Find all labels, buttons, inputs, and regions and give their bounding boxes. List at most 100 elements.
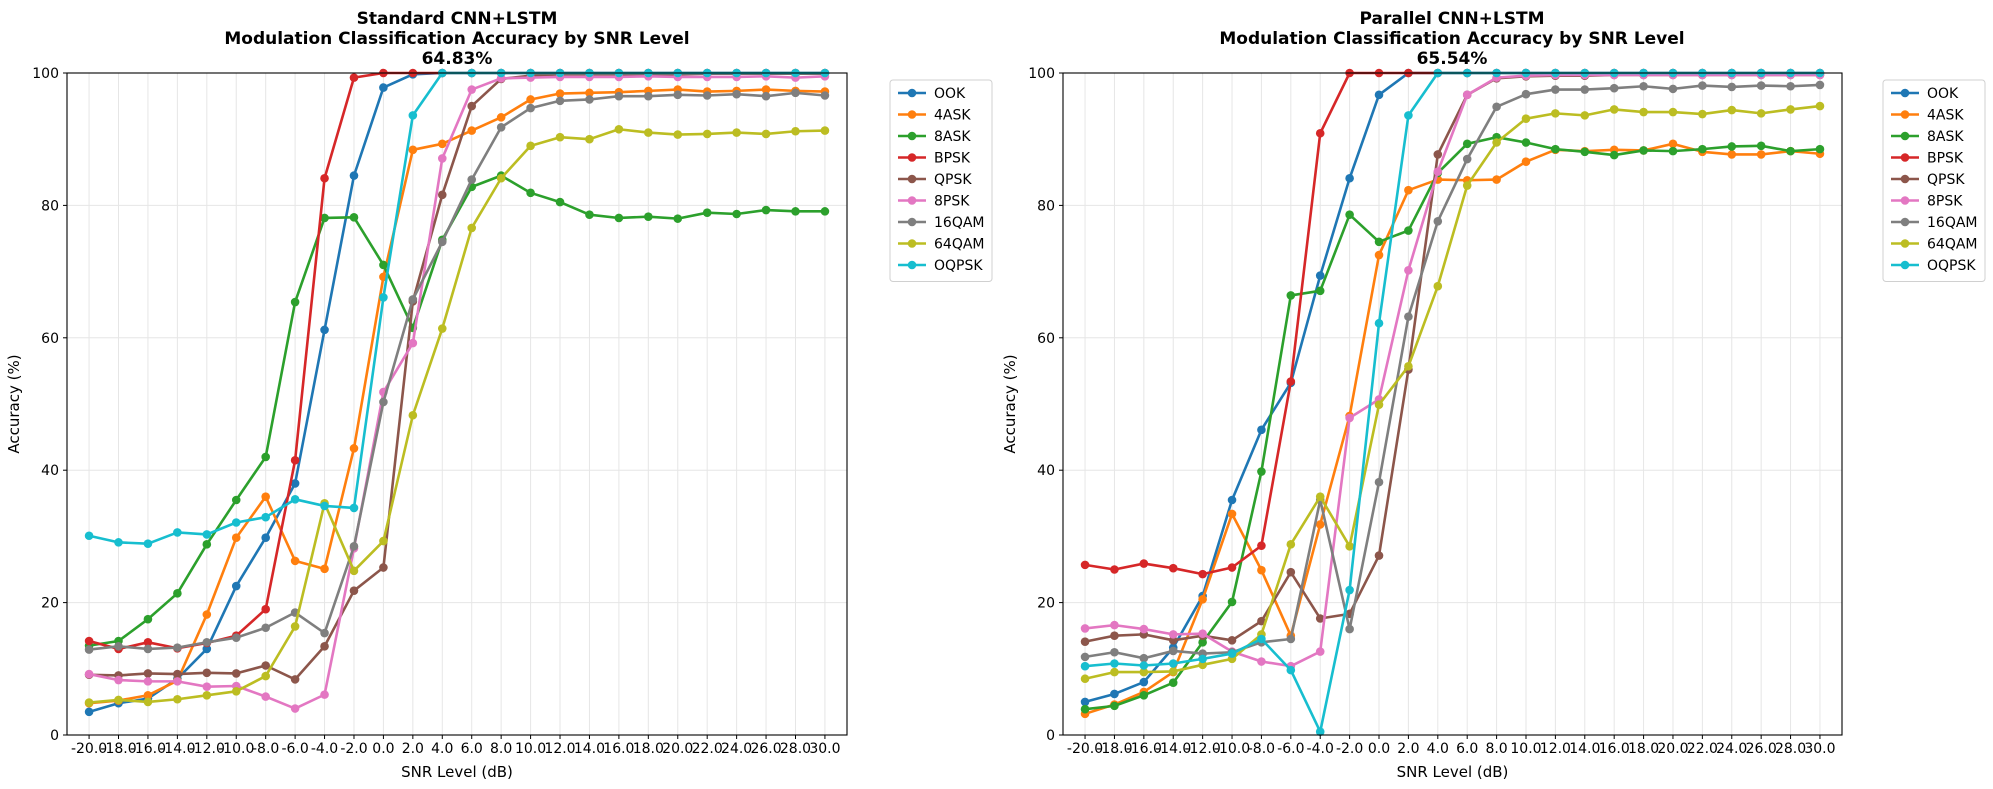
data-point — [1639, 81, 1648, 91]
data-point — [1315, 286, 1325, 296]
series-ook — [1080, 68, 1825, 707]
data-point — [585, 95, 594, 104]
series-64qam — [1080, 101, 1825, 684]
data-point — [84, 531, 94, 541]
x-tick-label: -4.0 — [1307, 741, 1334, 757]
data-point — [1315, 492, 1325, 501]
data-point — [526, 141, 535, 151]
x-tick-label: -20.0 — [1067, 741, 1103, 757]
data-point — [761, 205, 771, 215]
chart-title-line-1: Parallel CNN+LSTM — [1359, 9, 1544, 29]
series-oqpsk — [84, 68, 830, 548]
data-point — [349, 542, 359, 551]
data-point — [1110, 565, 1119, 574]
data-point — [290, 556, 300, 566]
data-point — [261, 671, 270, 681]
data-point — [1815, 80, 1825, 90]
data-point — [1668, 107, 1678, 117]
data-point — [437, 139, 447, 149]
data-point — [379, 397, 388, 407]
data-point — [555, 132, 565, 142]
x-tick-label: 22.0 — [1687, 741, 1718, 757]
series-line-64qam — [88, 127, 825, 704]
data-point — [1168, 630, 1178, 639]
x-axis-label: SNR Level (dB) — [401, 763, 513, 781]
data-point — [173, 643, 182, 652]
y-tick-label: 0 — [50, 728, 59, 744]
data-point — [231, 533, 241, 543]
x-tick-label: 24.0 — [721, 741, 752, 757]
legend-label-ook: OOK — [1927, 86, 1959, 102]
x-tick-label: 2.0 — [402, 741, 424, 757]
y-tick-label: 80 — [1037, 198, 1055, 214]
plot-area — [1080, 68, 1825, 736]
data-point — [1433, 281, 1443, 291]
data-point — [1786, 81, 1795, 91]
data-point — [1756, 141, 1766, 151]
x-tick-label: -12.0 — [189, 741, 225, 757]
legend-swatch-marker — [907, 153, 917, 162]
data-point — [1698, 109, 1707, 119]
data-point — [1609, 105, 1619, 114]
data-point — [231, 687, 241, 696]
legend-swatch-marker — [1900, 217, 1910, 227]
data-point — [1609, 83, 1619, 93]
data-point — [702, 208, 712, 217]
data-point — [1080, 661, 1090, 671]
chart-title-line-1: Standard CNN+LSTM — [357, 9, 558, 29]
data-point — [1345, 624, 1354, 634]
x-tick-label: -18.0 — [1096, 741, 1132, 757]
x-tick-label: 20.0 — [662, 741, 693, 757]
data-point — [1198, 654, 1207, 664]
data-point — [1110, 701, 1119, 711]
data-point — [320, 213, 329, 223]
data-point — [1168, 636, 1178, 645]
data-point — [84, 698, 94, 707]
data-point — [290, 297, 300, 307]
data-point — [290, 479, 300, 488]
data-point — [467, 101, 477, 111]
data-point — [1374, 250, 1384, 260]
data-point — [320, 641, 329, 651]
x-tick-label: 22.0 — [692, 741, 723, 757]
x-tick-label: 2.0 — [1397, 741, 1419, 757]
series-16qam — [84, 88, 830, 654]
data-point — [143, 638, 153, 647]
x-tick-label: -20.0 — [71, 741, 107, 757]
data-point — [1727, 150, 1737, 159]
data-point — [1286, 665, 1296, 675]
series-ook — [84, 68, 830, 717]
data-point — [1609, 150, 1619, 160]
data-point — [1404, 312, 1413, 321]
data-point — [379, 536, 388, 546]
axes-frame — [1062, 72, 1843, 736]
data-point — [202, 644, 212, 654]
data-point — [320, 173, 329, 183]
data-point — [467, 126, 477, 135]
data-point — [496, 122, 506, 132]
data-point — [349, 171, 359, 180]
data-point — [1257, 425, 1266, 435]
series-line-bpsk — [88, 71, 825, 651]
y-axis-label: Accuracy (%) — [5, 354, 23, 453]
data-point — [1668, 84, 1678, 94]
data-point — [1110, 689, 1119, 699]
data-point — [1227, 495, 1237, 505]
y-tick-label: 40 — [1037, 463, 1055, 479]
data-point — [1756, 109, 1766, 118]
data-point — [173, 677, 182, 686]
data-point — [173, 528, 182, 537]
legend-swatch-marker — [907, 110, 917, 119]
series-line-16qam — [88, 91, 826, 651]
data-point — [1727, 105, 1737, 115]
legend-swatch-marker — [1900, 239, 1910, 248]
data-point — [820, 207, 830, 216]
data-point — [202, 690, 212, 700]
data-point — [1433, 150, 1443, 159]
x-tick-label: -10.0 — [1214, 741, 1250, 757]
data-point — [1462, 154, 1472, 164]
data-point — [231, 581, 241, 591]
data-point — [1404, 226, 1413, 235]
data-point — [1198, 569, 1207, 579]
data-point — [467, 85, 477, 94]
